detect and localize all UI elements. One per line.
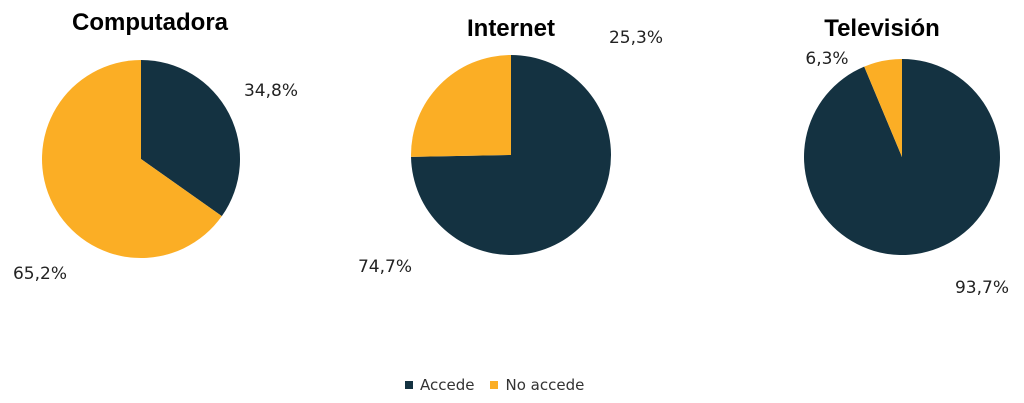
legend-item-accede: Accede bbox=[405, 376, 474, 394]
pie-slice-accede bbox=[411, 55, 612, 255]
data-label-accede: 74,7% bbox=[358, 257, 412, 277]
pie-chart-1: Computadora 34,8% 65,2% bbox=[13, 9, 298, 284]
pie-chart-2: Internet 74,7% 25,3% bbox=[358, 15, 663, 277]
data-label-accede: 93,7% bbox=[955, 278, 1009, 298]
pie-slice-accede bbox=[141, 60, 241, 217]
legend-label-no-accede: No accede bbox=[505, 376, 585, 394]
legend-item-no-accede: No accede bbox=[490, 376, 584, 394]
chart-title: Computadora bbox=[72, 9, 229, 36]
data-label-accede: 34,8% bbox=[244, 81, 298, 101]
chart-title: Televisión bbox=[824, 15, 940, 42]
chart-title: Internet bbox=[467, 15, 555, 42]
legend: Accede No accede bbox=[405, 376, 584, 394]
data-label-no-accede: 6,3% bbox=[805, 49, 848, 69]
data-label-no-accede: 65,2% bbox=[13, 264, 67, 284]
legend-swatch-no-accede bbox=[490, 381, 499, 389]
pie-slice-no-accede bbox=[42, 60, 222, 258]
legend-swatch-accede bbox=[405, 381, 413, 389]
pie-slice-accede bbox=[804, 59, 1001, 255]
pie-slice-no-accede bbox=[864, 59, 902, 157]
data-label-no-accede: 25,3% bbox=[609, 28, 663, 48]
legend-label-accede: Accede bbox=[420, 376, 475, 394]
pie-chart-3: Televisión 93,7% 6,3% bbox=[804, 15, 1009, 298]
pie-slice-no-accede bbox=[411, 55, 511, 157]
